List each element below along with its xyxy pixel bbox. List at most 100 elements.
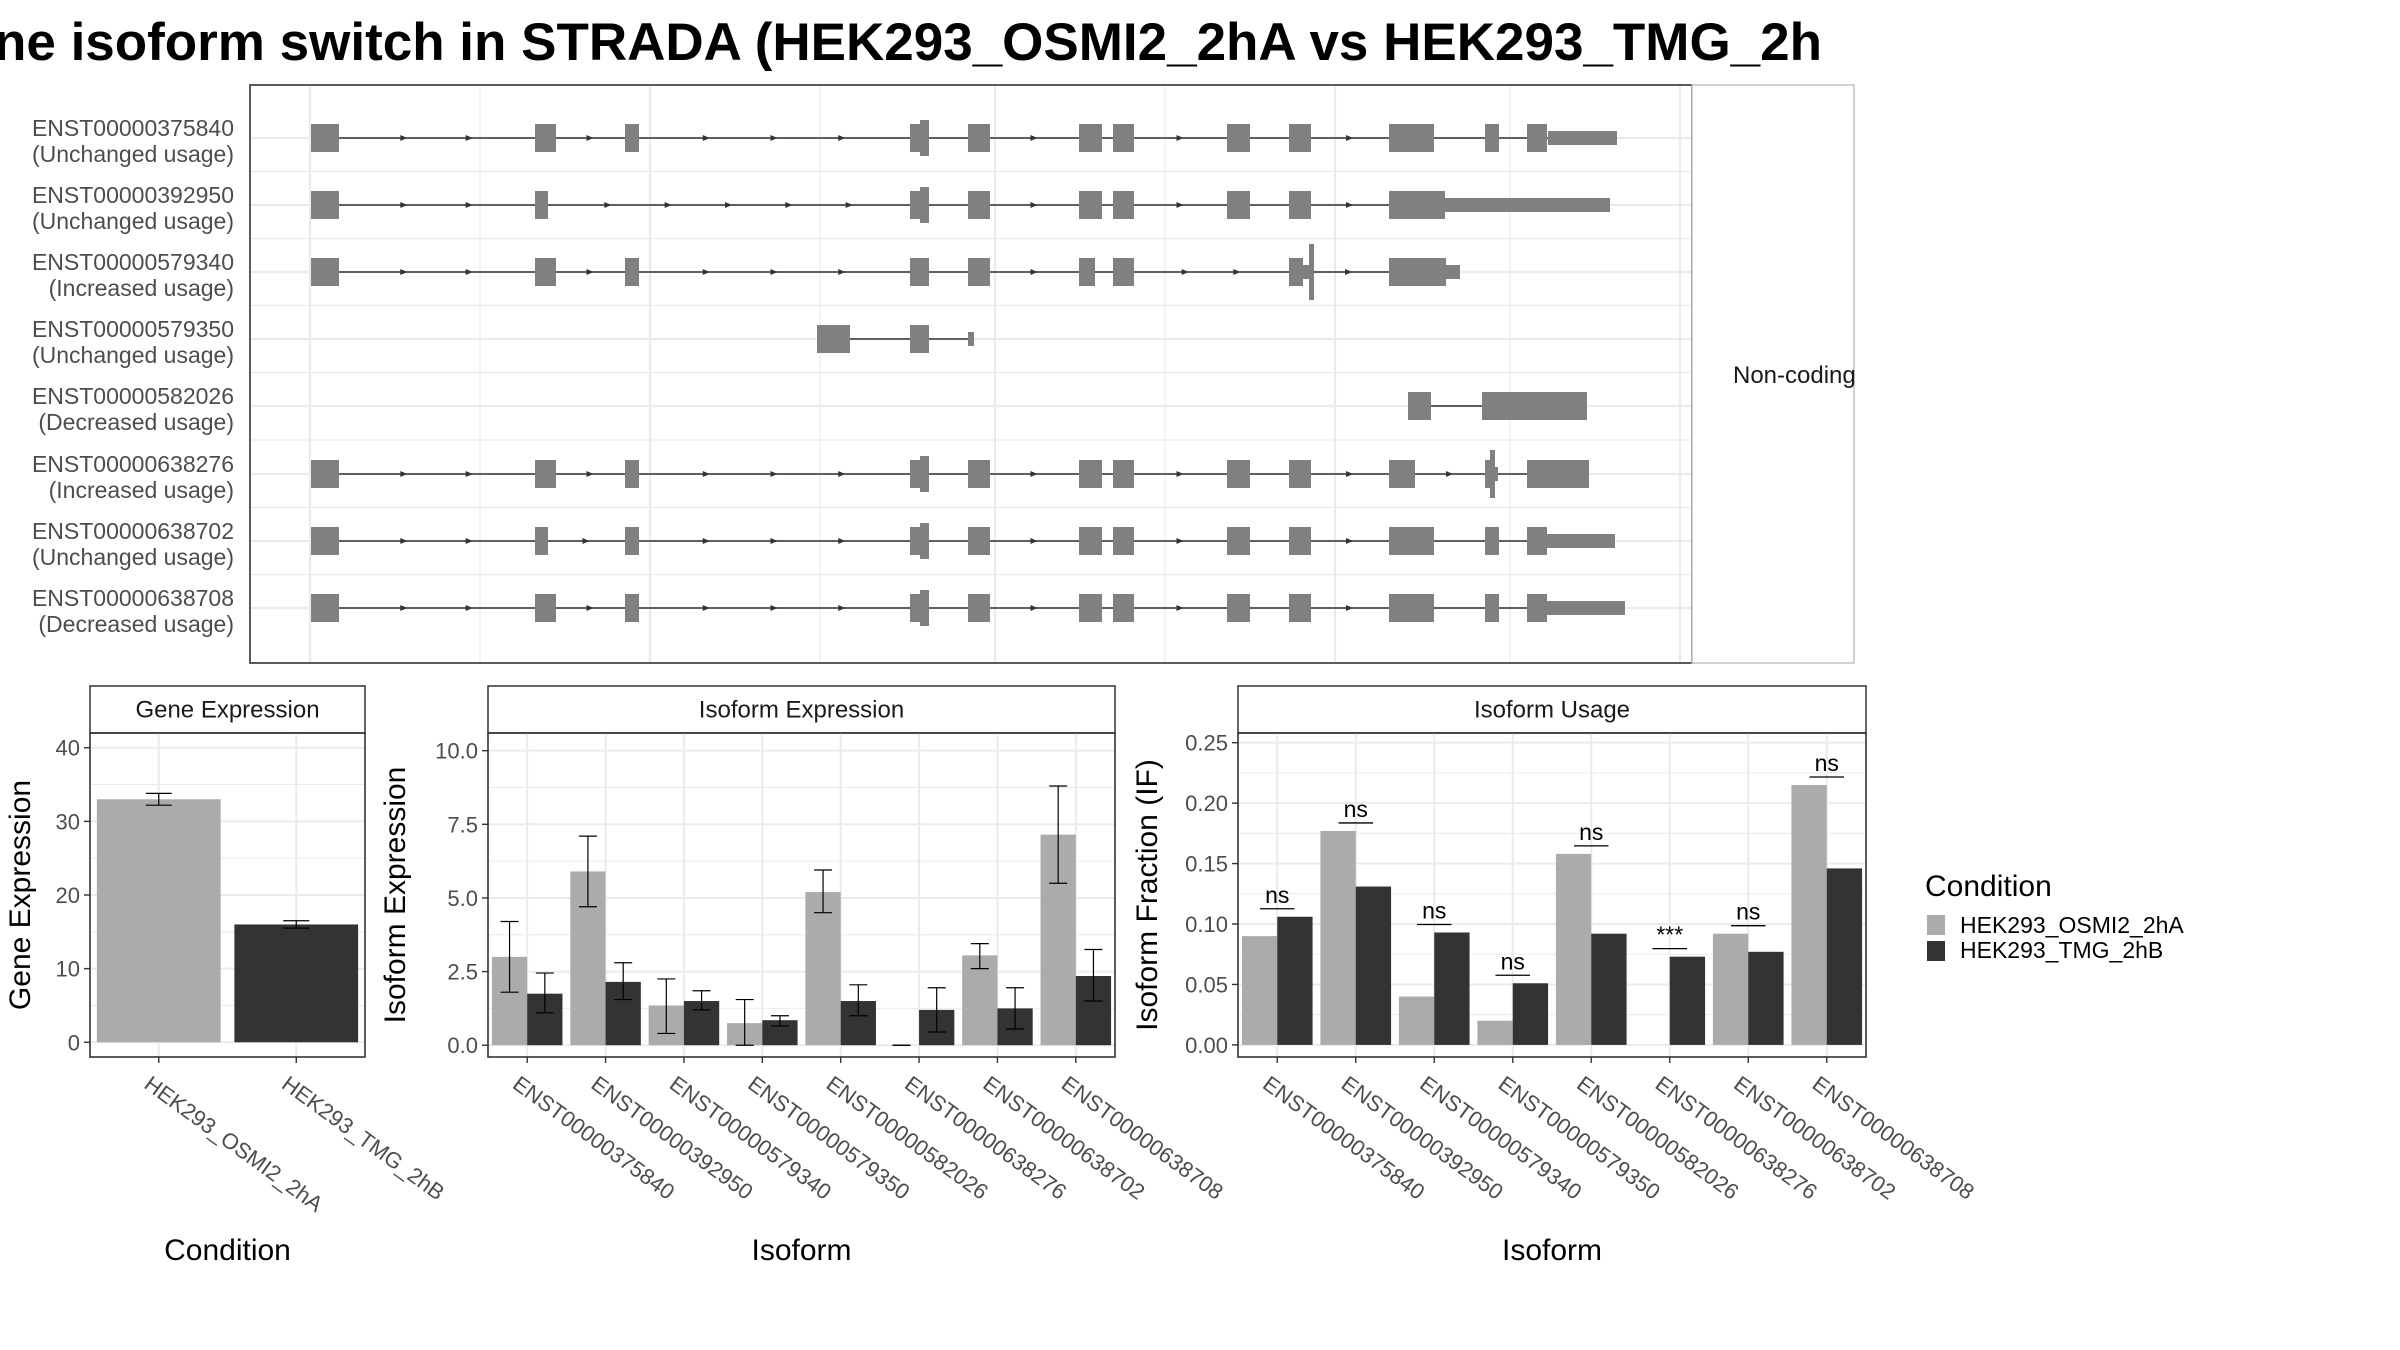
- exon-block: [311, 124, 339, 152]
- bar: [1241, 936, 1278, 1045]
- intron-arrow: [702, 135, 710, 141]
- legend-title: Condition: [1925, 870, 2052, 903]
- intron-arrow: [702, 605, 710, 611]
- y-tick-label: 0.00: [1185, 1033, 1228, 1058]
- exon-block: [1079, 594, 1102, 622]
- legend-label-cond2: HEK293_TMG_2hB: [1960, 937, 2163, 963]
- significance-label: ns: [1265, 882, 1289, 908]
- bar: [1320, 830, 1356, 1045]
- intron-arrow: [838, 538, 846, 544]
- intron-arrow: [586, 135, 594, 141]
- isoform-label-usage: (Unchanged usage): [32, 342, 234, 368]
- intron-arrow: [785, 202, 793, 208]
- isoform-label-usage: (Unchanged usage): [32, 544, 234, 570]
- exon-block: [1227, 124, 1250, 152]
- intron-arrow: [1176, 202, 1184, 208]
- panel-strip-title: Isoform Usage: [1474, 697, 1630, 724]
- intron-arrow: [400, 135, 408, 141]
- intron-arrow: [586, 471, 594, 477]
- exon-block: [625, 594, 639, 622]
- exon-block: [535, 594, 556, 622]
- exon-block-spike: [1490, 450, 1495, 498]
- exon-block: [535, 124, 556, 152]
- intron-arrow: [1346, 471, 1353, 477]
- intron-arrow: [770, 605, 778, 611]
- intron-arrow: [1181, 269, 1189, 275]
- structure-facet-strip: [1691, 84, 1855, 664]
- panel-strip: [89, 685, 366, 734]
- y-tick-label: 0.25: [1185, 731, 1228, 756]
- intron-arrow: [1176, 471, 1184, 477]
- exon-block: [1079, 191, 1102, 219]
- intron-arrow: [465, 135, 473, 141]
- intron-arrow: [586, 269, 594, 275]
- exon-block: [1485, 124, 1499, 152]
- isoform-label-usage: (Increased usage): [49, 275, 234, 301]
- exon-block: [311, 460, 339, 488]
- exon-block: [1113, 124, 1134, 152]
- intron-arrow: [702, 538, 710, 544]
- bar: [962, 955, 998, 1046]
- bar: [1477, 1020, 1513, 1045]
- y-tick-label: 7.5: [447, 812, 478, 837]
- figure-title: ne isoform switch in STRADA (HEK293_OSMI…: [0, 13, 1822, 72]
- intron-arrow: [1030, 605, 1038, 611]
- exon-block-wide: [920, 187, 929, 223]
- significance-label: ns: [1579, 819, 1603, 845]
- exon-block: [968, 124, 990, 152]
- x-axis-title: Condition: [164, 1234, 291, 1267]
- isoform-label-usage: (Unchanged usage): [32, 208, 234, 234]
- intron-arrow: [400, 605, 408, 611]
- bar: [805, 892, 841, 1046]
- exon-block: [817, 325, 850, 353]
- intron-arrow: [770, 538, 778, 544]
- exon-block-utr: [910, 601, 920, 615]
- exon-block: [968, 527, 990, 555]
- y-tick-label: 0.05: [1185, 972, 1228, 997]
- significance-label: ns: [1501, 948, 1525, 974]
- exon-block: [535, 258, 556, 286]
- exon-block: [535, 460, 556, 488]
- exon-block: [1527, 527, 1547, 555]
- exon-block: [910, 258, 929, 286]
- x-axis-title: Isoform: [751, 1234, 851, 1267]
- exon-block: [311, 527, 339, 555]
- intron-arrow: [838, 135, 846, 141]
- exon-block-utr: [968, 332, 974, 346]
- intron-arrow: [1233, 269, 1241, 275]
- legend-label-cond1: HEK293_OSMI2_2hA: [1960, 912, 2184, 938]
- exon-block: [1289, 460, 1311, 488]
- intron-arrow: [400, 538, 408, 544]
- exon-block-wide: [920, 456, 929, 492]
- exon-block: [625, 124, 639, 152]
- intron-arrow: [1030, 135, 1038, 141]
- intron-arrow: [845, 202, 853, 208]
- exon-block: [1527, 124, 1547, 152]
- exon-block: [1289, 258, 1303, 286]
- exon-block: [1113, 191, 1134, 219]
- exon-block-utr: [1547, 601, 1625, 615]
- isoform-expression-panel: Isoform Expression0.02.55.07.510.0ENST00…: [379, 685, 1228, 1267]
- isoform-label-id: ENST00000638708: [32, 585, 234, 611]
- exon-block: [1389, 258, 1446, 286]
- exon-block: [311, 191, 339, 219]
- exon-block-wide: [920, 590, 929, 626]
- exon-block: [1485, 527, 1499, 555]
- exon-block: [1079, 460, 1102, 488]
- intron-arrow: [838, 605, 846, 611]
- exon-block: [625, 258, 639, 286]
- intron-arrow: [465, 269, 473, 275]
- isoform-label-id: ENST00000579340: [32, 249, 234, 275]
- exon-block: [1227, 594, 1250, 622]
- isoform-label-id: ENST00000579350: [32, 316, 234, 342]
- bar: [1791, 784, 1827, 1045]
- intron-arrow: [725, 202, 732, 208]
- significance-label: ns: [1736, 899, 1760, 925]
- y-tick-label: 0.0: [447, 1033, 478, 1058]
- bar: [1555, 853, 1592, 1045]
- isoform-usage-panel: Isoform Usage0.000.050.100.150.200.25ENS…: [1131, 685, 1979, 1267]
- bar: [1826, 868, 1863, 1045]
- intron-arrow: [465, 471, 473, 477]
- exon-block-utr: [910, 467, 920, 481]
- exon-block: [1113, 594, 1134, 622]
